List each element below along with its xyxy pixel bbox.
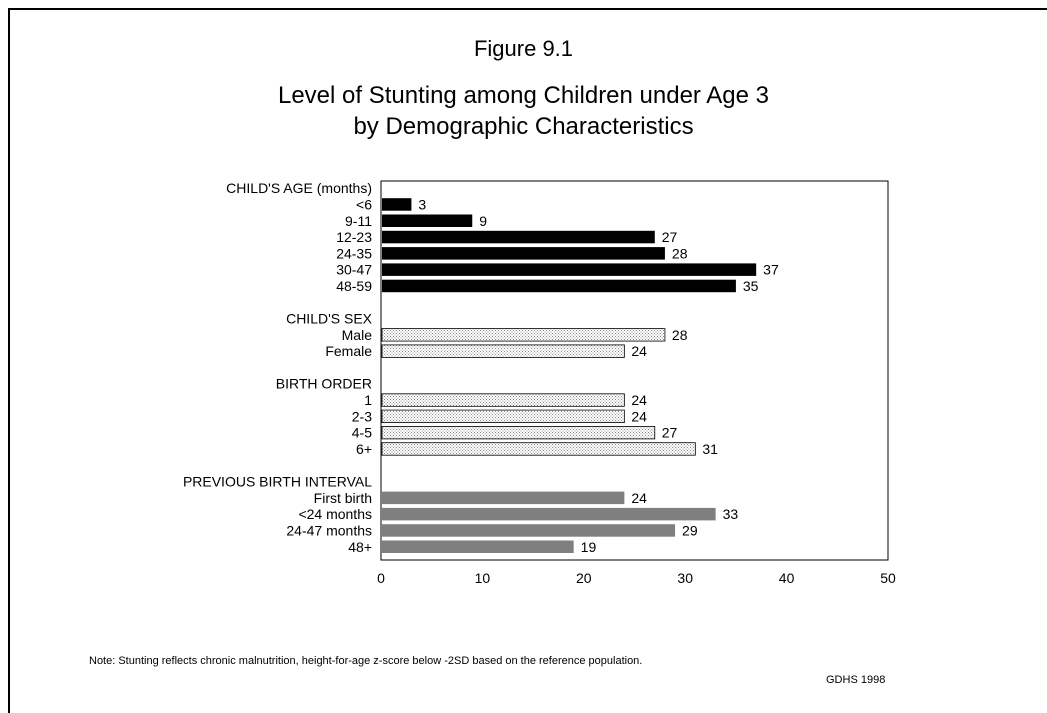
bar [382, 198, 412, 211]
group-heading: CHILD'S SEX [286, 310, 373, 326]
chart-title: Level of Stunting among Children under A… [0, 80, 1047, 142]
bar [382, 279, 736, 293]
data-label: 33 [723, 506, 739, 522]
figure-label: Figure 9.1 [473, 36, 574, 61]
bar [382, 214, 473, 227]
data-label: 9 [479, 213, 487, 229]
category-label: 48-59 [336, 278, 372, 294]
category-label: 24-35 [336, 245, 372, 261]
data-label: 24 [631, 490, 647, 506]
group-heading: PREVIOUS BIRTH INTERVAL [183, 473, 372, 489]
data-label: 24 [631, 408, 647, 424]
bar [382, 491, 625, 505]
bar [382, 524, 676, 537]
category-label: 4-5 [352, 425, 372, 441]
bar [381, 344, 625, 358]
category-label: Female [325, 343, 372, 359]
category-label: 12-23 [336, 229, 372, 245]
bar [382, 263, 757, 276]
category-label: 2-3 [352, 408, 372, 424]
data-label: 27 [662, 425, 678, 441]
bar [382, 540, 574, 553]
data-label: 24 [631, 343, 647, 359]
data-label: 24 [631, 392, 647, 408]
bar [381, 393, 625, 407]
x-tick-label: 30 [677, 570, 693, 586]
group-heading: CHILD'S AGE (months) [226, 180, 372, 196]
category-label: Male [342, 327, 373, 343]
category-label: 24-47 months [286, 522, 372, 538]
category-label: <24 months [298, 506, 372, 522]
figure-frame [8, 8, 1047, 713]
x-tick-label: 10 [475, 570, 491, 586]
category-label: 48+ [348, 539, 372, 555]
x-tick-label: 40 [779, 570, 795, 586]
chart-title-line-2: by Demographic Characteristics [353, 113, 694, 140]
data-label: 37 [763, 262, 779, 278]
data-label: 35 [743, 278, 759, 294]
data-label: 27 [662, 229, 678, 245]
plot-frame [380, 180, 889, 561]
data-label: 3 [418, 196, 426, 212]
group-heading: BIRTH ORDER [276, 376, 372, 392]
category-label: 9-11 [345, 213, 372, 229]
bar [381, 409, 625, 424]
chart-title-line-1: Level of Stunting among Children under A… [277, 82, 769, 109]
category-label: First birth [314, 490, 372, 506]
category-label: <6 [356, 196, 372, 212]
data-label: 31 [702, 441, 718, 457]
category-label: 30-47 [336, 262, 372, 278]
category-label: 6+ [356, 441, 372, 457]
data-label: 28 [672, 327, 688, 343]
bar [382, 507, 716, 521]
bar [382, 247, 665, 260]
data-label: 19 [581, 539, 597, 555]
bar [381, 425, 656, 440]
chart-note: Note: Stunting reflects chronic malnutri… [89, 655, 643, 667]
bar [382, 230, 655, 244]
bar [381, 328, 666, 342]
x-tick-label: 50 [880, 570, 896, 586]
data-label: 28 [672, 245, 688, 261]
category-label: 1 [364, 392, 372, 408]
x-tick-label: 20 [576, 570, 592, 586]
chart-source: GDHS 1998 [826, 674, 886, 686]
bar [381, 442, 696, 456]
data-label: 29 [682, 522, 698, 538]
x-tick-label: 0 [377, 570, 385, 586]
